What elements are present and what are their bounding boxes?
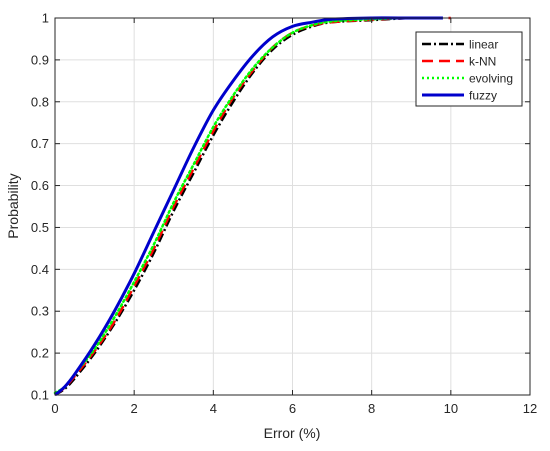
y-axis-label: Probability <box>5 173 21 238</box>
x-tick-label: 12 <box>523 401 537 416</box>
grid <box>55 18 530 395</box>
legend-label: k-NN <box>469 55 496 69</box>
series-layer <box>53 16 451 397</box>
x-tick-label: 0 <box>51 401 58 416</box>
x-axis-label: Error (%) <box>264 425 321 441</box>
y-tick-label: 0.5 <box>31 220 49 235</box>
ticks: 0 2 4 6 8 10 12 0.1 0.2 0.3 0.4 0.5 0.6 0.7 0.8 0.9 1 <box>31 11 537 417</box>
legend-label: evolving <box>469 72 513 86</box>
x-tick-label: 4 <box>210 401 217 416</box>
series-line-fuzzy <box>54 16 443 397</box>
y-tick-label: 0.8 <box>31 94 49 109</box>
y-tick-label: 0.9 <box>31 52 49 67</box>
y-tick-label: 0.1 <box>31 388 49 403</box>
legend-label: fuzzy <box>469 89 497 103</box>
x-tick-label: 8 <box>368 401 375 416</box>
y-tick-label: 0.4 <box>31 262 49 277</box>
x-tick-label: 10 <box>444 401 458 416</box>
legend-label: linear <box>469 38 498 52</box>
series-line-evolving <box>53 16 445 395</box>
x-tick-label: 2 <box>131 401 138 416</box>
y-tick-label: 1 <box>42 11 49 26</box>
y-tick-label: 0.3 <box>31 304 49 319</box>
y-tick-label: 0.7 <box>31 136 49 151</box>
legend: linear k-NN evolving fuzzy <box>415 31 523 107</box>
x-tick-label: 6 <box>289 401 296 416</box>
y-tick-label: 0.6 <box>31 178 49 193</box>
y-tick-label: 0.2 <box>31 346 49 361</box>
